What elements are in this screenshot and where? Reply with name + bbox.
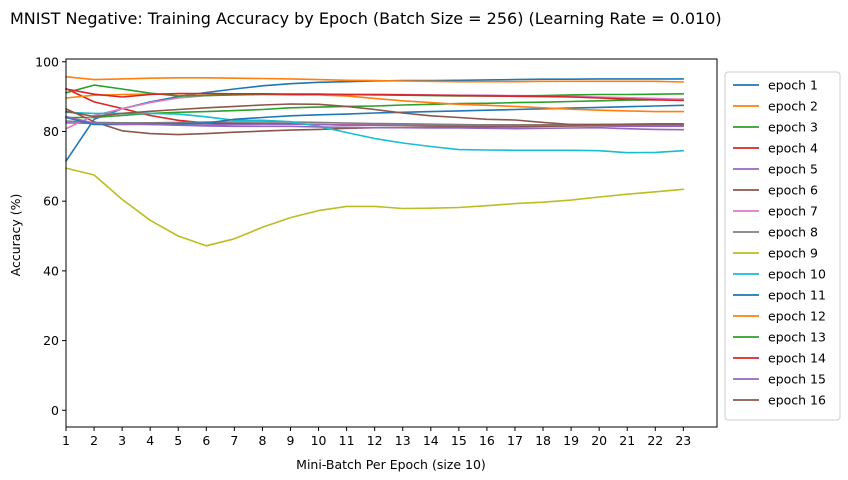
series-line-2	[65, 76, 685, 83]
x-tick-label: 7	[230, 433, 238, 448]
legend-label-13: epoch 13	[768, 330, 826, 345]
series-line-9	[65, 167, 685, 247]
x-tick-label: 2	[90, 433, 98, 448]
x-tick-label: 8	[258, 433, 266, 448]
x-tick-label: 21	[619, 433, 635, 448]
series-line-14	[65, 88, 685, 102]
x-tick-label: 6	[202, 433, 210, 448]
y-tick-label: 100	[35, 54, 59, 69]
series-line-11	[65, 104, 685, 126]
axes: 1 2 3 4 5 6 7 8 9 10 11 12 13 14 15 16 17 18 19 20 21 22 23020…	[35, 54, 718, 448]
y-tick-label: 40	[43, 263, 59, 278]
x-tick-label: 4	[146, 433, 154, 448]
y-tick-label: 60	[43, 194, 59, 209]
x-tick-label: 11	[339, 433, 355, 448]
legend: epoch 1 epoch 2 epoch 3 epoch 4 epoch 5 epoch…	[724, 71, 841, 421]
x-tick-label: 14	[423, 433, 439, 448]
legend-label-16: epoch 16	[768, 393, 826, 408]
x-tick-label: 16	[479, 433, 495, 448]
x-tick-label: 22	[647, 433, 663, 448]
x-tick-label: 23	[675, 433, 691, 448]
legend-box	[724, 71, 841, 421]
x-tick-label: 19	[563, 433, 579, 448]
x-tick-label: 10	[311, 433, 327, 448]
series-line-15	[65, 115, 685, 131]
legend-label-8: epoch 8	[768, 225, 818, 240]
legend-label-5: epoch 5	[768, 162, 818, 177]
x-tick-label: 3	[118, 433, 126, 448]
y-tick-label: 0	[51, 403, 59, 418]
legend-label-15: epoch 15	[768, 372, 826, 387]
x-tick-label: 9	[287, 433, 295, 448]
x-tick-label: 1	[62, 433, 70, 448]
legend-label-4: epoch 4	[768, 141, 818, 156]
chart-title: MNIST Negative: Training Accuracy by Epo…	[10, 9, 722, 28]
x-tick-label: 13	[395, 433, 411, 448]
x-tick-label: 17	[507, 433, 523, 448]
legend-label-3: epoch 3	[768, 120, 818, 135]
x-axis-label: Mini-Batch Per Epoch (size 10)	[296, 457, 486, 472]
x-tick-label: 20	[591, 433, 607, 448]
y-axis-label: Accuracy (%)	[8, 194, 23, 277]
legend-label-12: epoch 12	[768, 309, 826, 324]
legend-label-14: epoch 14	[768, 351, 826, 366]
legend-label-9: epoch 9	[768, 246, 818, 261]
series-line-10	[65, 111, 685, 154]
series-line-1	[65, 78, 685, 162]
legend-label-7: epoch 7	[768, 204, 818, 219]
legend-label-10: epoch 10	[768, 267, 826, 282]
x-tick-label: 18	[535, 433, 551, 448]
series-line-3	[65, 98, 685, 119]
legend-label-6: epoch 6	[768, 183, 818, 198]
legend-label-1: epoch 1	[768, 78, 818, 93]
x-tick-label: 15	[451, 433, 467, 448]
plot-frame	[65, 58, 718, 428]
y-tick-label: 80	[43, 124, 59, 139]
y-tick-label: 20	[43, 333, 59, 348]
x-tick-label: 5	[174, 433, 182, 448]
legend-label-11: epoch 11	[768, 288, 826, 303]
series-line-16	[65, 103, 685, 126]
x-tick-label: 12	[367, 433, 383, 448]
legend-label-2: epoch 2	[768, 99, 818, 114]
plot-area	[65, 76, 685, 247]
